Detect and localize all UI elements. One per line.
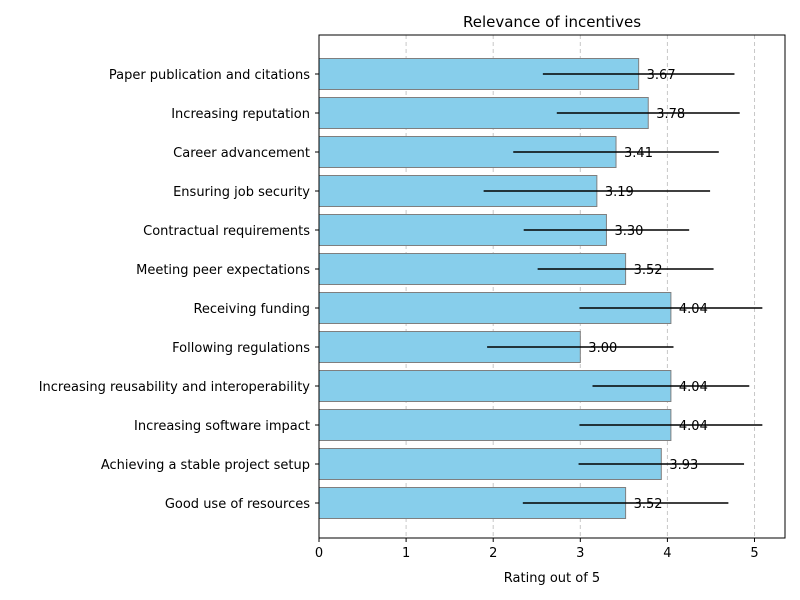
bars-group — [318, 58, 672, 519]
value-label: 3.93 — [669, 458, 698, 473]
x-tick-label: 2 — [489, 546, 497, 561]
x-tick-label: 1 — [402, 546, 410, 561]
value-label: 4.04 — [679, 380, 708, 395]
category-label: Achieving a stable project setup — [101, 458, 310, 473]
value-label: 3.30 — [614, 224, 643, 239]
category-label: Increasing reputation — [171, 107, 310, 122]
category-label: Meeting peer expectations — [136, 263, 310, 278]
plot-frame — [318, 34, 786, 539]
value-label: 3.00 — [588, 341, 617, 356]
x-tick-label: 5 — [750, 546, 758, 561]
value-label: 3.78 — [656, 107, 685, 122]
value-labels-group: 3.67 3.78 3.41 3.19 3.30 3.52 4.04 3.00 4.04 4.04… — [588, 68, 708, 512]
value-label: 3.19 — [605, 185, 634, 200]
category-labels-group: Paper publication and citations Increasin… — [39, 68, 319, 512]
category-label: Increasing reusability and interoperabil… — [39, 380, 311, 395]
category-label: Paper publication and citations — [109, 68, 310, 83]
category-label: Good use of resources — [165, 497, 310, 512]
x-ticks-group: 0 1 2 3 4 5 — [315, 538, 759, 561]
value-label: 4.04 — [679, 419, 708, 434]
value-label: 3.41 — [624, 146, 653, 161]
x-tick-label: 4 — [663, 546, 671, 561]
category-label: Ensuring job security — [173, 185, 310, 200]
value-label: 3.52 — [634, 497, 663, 512]
category-label: Increasing software impact — [134, 419, 310, 434]
error-bars-group — [483, 73, 763, 504]
x-axis-label: Rating out of 5 — [504, 571, 600, 586]
value-label: 3.52 — [634, 263, 663, 278]
value-label: 4.04 — [679, 302, 708, 317]
category-label: Receiving funding — [193, 302, 310, 317]
category-label: Career advancement — [173, 146, 310, 161]
x-tick-label: 0 — [315, 546, 323, 561]
category-label: Following regulations — [172, 341, 310, 356]
chart-title: Relevance of incentives — [463, 13, 641, 31]
x-tick-label: 3 — [576, 546, 584, 561]
category-label: Contractual requirements — [143, 224, 310, 239]
value-label: 3.67 — [647, 68, 676, 83]
